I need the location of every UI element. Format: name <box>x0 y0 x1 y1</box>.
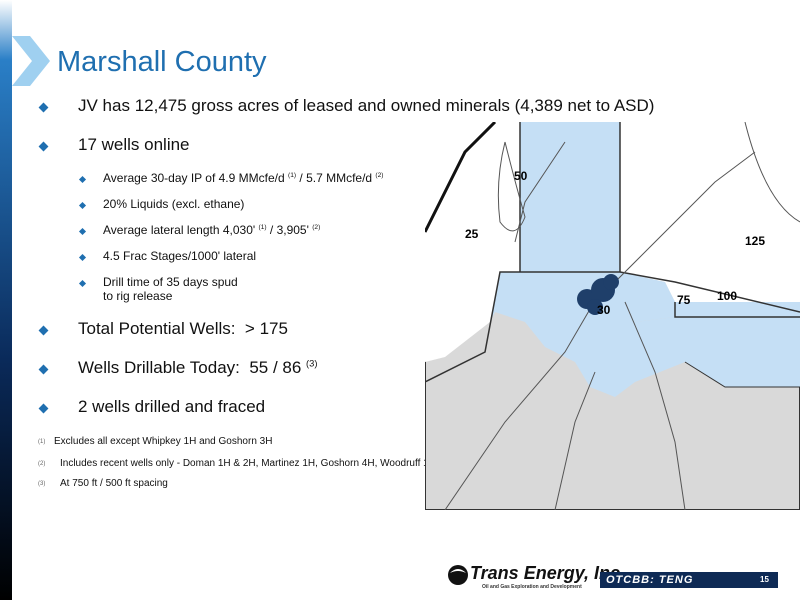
bullet: JV has 12,475 gross acres of leased and … <box>78 96 654 116</box>
text: Wells Drillable Today: 55 / 86 <box>78 358 307 377</box>
text: 2 wells drilled and fraced <box>78 397 266 416</box>
footnote: Includes recent wells only - Doman 1H & … <box>60 458 461 469</box>
footnote: Excludes all except Whipkey 1H and Gosho… <box>54 436 273 447</box>
map-label: 75 <box>677 293 691 307</box>
ticker-box <box>600 572 778 588</box>
text: Total Potential Wells: > 175 <box>78 319 288 338</box>
sub-bullet-marker <box>78 175 87 184</box>
map-label: 125 <box>745 234 765 248</box>
map: 50 25 125 75 100 30 <box>425 122 800 510</box>
text: 17 wells online <box>78 135 190 154</box>
bullet: Total Potential Wells: > 175 <box>78 319 288 339</box>
bullet: 2 wells drilled and fraced <box>78 397 265 417</box>
chevron <box>12 36 50 86</box>
bullet-marker <box>38 403 49 414</box>
text: Average 30-day IP of 4.9 MMcfe/d <box>103 171 288 185</box>
slide-title: Marshall County <box>57 46 267 78</box>
page-number: 15 <box>760 575 769 584</box>
text: JV has 12,475 gross acres of leased and … <box>78 96 655 115</box>
text: / 3,905' <box>266 223 313 237</box>
superscript: (2) <box>375 172 384 179</box>
tagline: Oil and Gas Exploration and Development <box>482 584 582 590</box>
sub-bullet-marker <box>78 201 87 210</box>
text: Drill time of 35 days spud to rig releas… <box>103 275 238 303</box>
superscript: (3) <box>306 358 318 369</box>
footnote: At 750 ft / 500 ft spacing <box>60 478 168 489</box>
bullet-marker <box>38 141 49 152</box>
map-label: 30 <box>597 303 611 317</box>
bullet: Wells Drillable Today: 55 / 86 (3) <box>78 358 317 378</box>
map-label: 25 <box>465 227 479 241</box>
sub-bullet: Average lateral length 4,030' (1) / 3,90… <box>103 223 321 238</box>
text: 20% Liquids (excl. ethane) <box>103 197 245 211</box>
sub-bullet-marker <box>78 253 87 262</box>
footnote-marker: (3) <box>38 481 46 487</box>
map-label: 100 <box>717 289 737 303</box>
footnote-marker: (2) <box>38 461 46 467</box>
bullet-marker <box>38 364 49 375</box>
sub-bullet: 4.5 Frac Stages/1000' lateral <box>103 249 257 264</box>
logo-icon <box>448 565 468 585</box>
bullet: 17 wells online <box>78 135 190 155</box>
sub-bullet: Drill time of 35 days spud to rig releas… <box>103 275 238 304</box>
text: 4.5 Frac Stages/1000' lateral <box>103 249 257 263</box>
bullet-marker <box>38 325 49 336</box>
sub-bullet-marker <box>78 279 87 288</box>
footnote-marker: (1) <box>38 439 46 445</box>
superscript: (1) <box>258 224 267 231</box>
superscript: (1) <box>288 172 297 179</box>
sub-bullet: Average 30-day IP of 4.9 MMcfe/d (1) / 5… <box>103 171 384 186</box>
superscript: (2) <box>312 224 321 231</box>
text: / 5.7 MMcfe/d <box>296 171 376 185</box>
ticker: OTCBB: TENG <box>606 574 694 586</box>
text: Average lateral length 4,030' <box>103 223 259 237</box>
map-label: 50 <box>514 169 528 183</box>
left-bar <box>0 0 12 600</box>
sub-bullet-marker <box>78 227 87 236</box>
sub-bullet: 20% Liquids (excl. ethane) <box>103 197 245 212</box>
bullet-marker <box>38 102 49 113</box>
